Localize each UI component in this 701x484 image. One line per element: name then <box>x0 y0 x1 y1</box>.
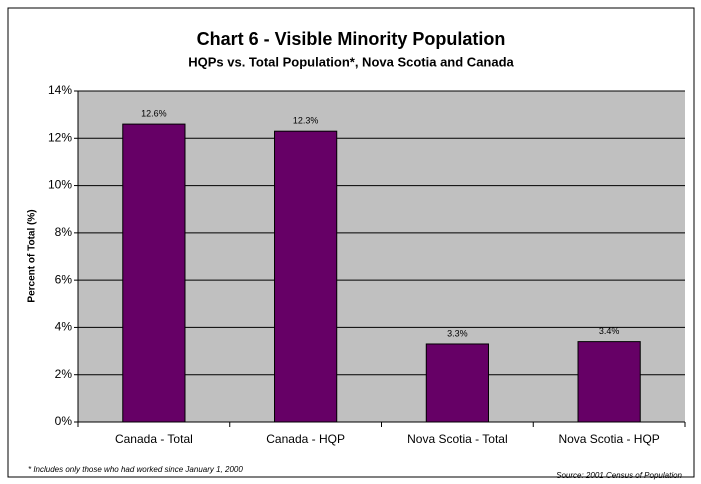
x-tick-label: Nova Scotia - Total <box>407 432 508 446</box>
x-tick-label: Nova Scotia - HQP <box>558 432 659 446</box>
y-tick-label: 12% <box>48 130 72 144</box>
data-label: 3.4% <box>599 326 620 336</box>
chart-title: Chart 6 - Visible Minority Population <box>197 29 506 49</box>
y-tick-label: 14% <box>48 83 72 97</box>
bar <box>122 123 186 423</box>
data-label: 12.6% <box>141 108 167 118</box>
y-tick-label: 10% <box>48 178 72 192</box>
bar <box>577 341 641 423</box>
y-tick-label: 4% <box>55 320 73 334</box>
y-tick-label: 8% <box>55 225 73 239</box>
chart-subtitle: HQPs vs. Total Population*, Nova Scotia … <box>188 54 514 69</box>
x-tick-label: Canada - HQP <box>266 432 345 446</box>
footnote: * Includes only those who had worked sin… <box>28 465 243 474</box>
source: Source: 2001 Census of Population <box>556 471 682 480</box>
data-label: 12.3% <box>293 116 319 126</box>
data-label: 3.3% <box>447 328 468 338</box>
y-tick-label: 2% <box>55 367 73 381</box>
bar <box>274 130 338 423</box>
y-axis-label: Percent of Total (%) <box>27 209 38 302</box>
bar <box>425 343 489 423</box>
y-tick-label: 6% <box>55 272 73 286</box>
y-tick-label: 0% <box>55 414 73 428</box>
x-tick-label: Canada - Total <box>115 432 193 446</box>
